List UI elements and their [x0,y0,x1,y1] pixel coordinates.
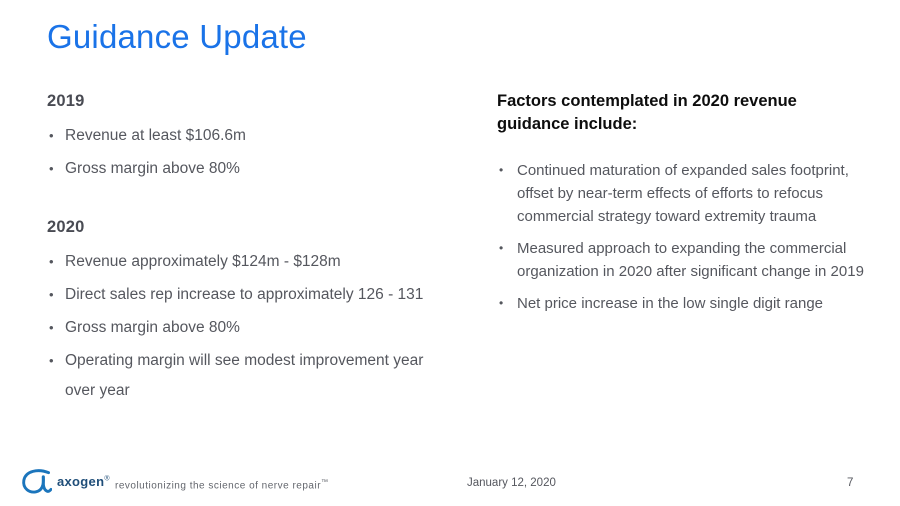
section-2020: 2020 Revenue approximately $124m - $128m… [47,218,467,406]
bullet-item: Net price increase in the low single dig… [497,292,869,315]
factors-heading: Factors contemplated in 2020 revenue gui… [497,92,797,133]
bullet-item: Measured approach to expanding the comme… [497,237,869,283]
bullet-item: Revenue approximately $124m - $128m [47,247,467,277]
registered-mark: ® [104,475,110,483]
bullet-item: Continued maturation of expanded sales f… [497,159,869,228]
footer-tagline: revolutionizing the science of nerve rep… [115,479,329,492]
slide-title: Guidance Update [47,18,307,55]
section-heading-2019: 2019 [47,92,85,110]
page-number: 7 [847,477,854,489]
factors-bullet-list: Continued maturation of expanded sales f… [497,159,869,315]
bullet-item: Revenue at least $106.6m [47,121,467,151]
bullet-list-2020: Revenue approximately $124m - $128m Dire… [47,247,467,406]
footer-date: January 12, 2020 [467,477,556,489]
bullet-item: Direct sales rep increase to approximate… [47,280,467,310]
axogen-wordmark: axogen® [57,473,110,489]
bullet-item: Gross margin above 80% [47,313,467,343]
section-heading-2020: 2020 [47,218,85,236]
trademark-mark: ™ [321,479,329,486]
bullet-item: Gross margin above 80% [47,154,467,184]
bullet-item: Operating margin will see modest improve… [47,346,425,406]
bullet-list-2019: Revenue at least $106.6m Gross margin ab… [47,121,467,184]
section-2019: 2019 Revenue at least $106.6m Gross marg… [47,92,467,184]
right-column: Factors contemplated in 2020 revenue gui… [497,90,869,324]
axogen-logo: axogen® [20,466,110,496]
left-column: 2019 Revenue at least $106.6m Gross marg… [47,92,467,409]
axogen-a-icon [20,466,52,496]
